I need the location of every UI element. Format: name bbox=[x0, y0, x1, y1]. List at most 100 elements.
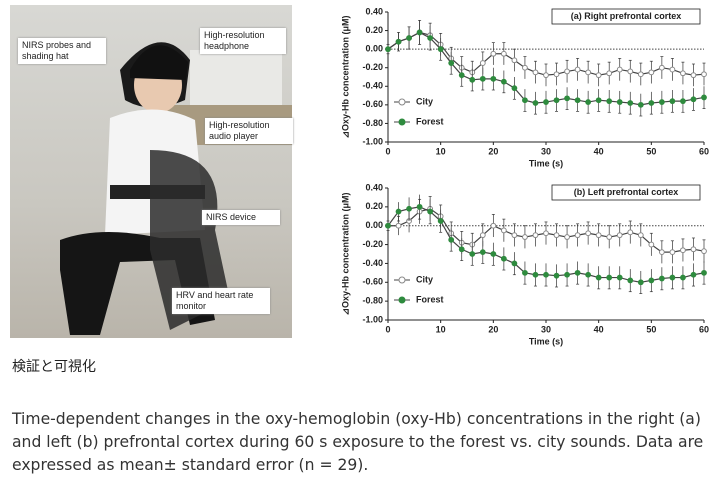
x-tick-label: 40 bbox=[594, 146, 604, 156]
marker bbox=[416, 29, 423, 36]
marker bbox=[627, 100, 634, 106]
x-tick-label: 60 bbox=[699, 146, 709, 156]
marker bbox=[522, 269, 528, 276]
x-axis-label: Time (s) bbox=[529, 158, 563, 168]
marker bbox=[500, 255, 507, 262]
marker bbox=[406, 205, 412, 212]
marker bbox=[522, 234, 528, 240]
y-tick-label: -1.00 bbox=[362, 314, 383, 324]
y-tick-label: -1.00 bbox=[362, 136, 383, 146]
marker bbox=[543, 72, 549, 79]
marker bbox=[564, 68, 570, 75]
x-tick-label: 20 bbox=[488, 146, 498, 156]
y-tick-label: -0.60 bbox=[362, 277, 383, 287]
marker bbox=[532, 232, 539, 239]
y-axis-label: ⊿Oxy-Hb concentration (μM) bbox=[340, 15, 350, 138]
marker bbox=[585, 69, 592, 76]
photo-label: High-resolution audio player bbox=[205, 118, 293, 144]
marker bbox=[395, 38, 402, 45]
marker bbox=[469, 76, 476, 83]
marker bbox=[532, 69, 539, 76]
marker bbox=[595, 232, 602, 239]
marker bbox=[680, 247, 686, 254]
x-tick-label: 60 bbox=[699, 324, 709, 334]
marker bbox=[511, 260, 518, 267]
caption: Time-dependent changes in the oxy-hemogl… bbox=[12, 410, 704, 474]
marker bbox=[701, 269, 707, 276]
marker bbox=[385, 46, 391, 53]
marker bbox=[701, 71, 707, 78]
y-tick-label: 0.20 bbox=[365, 201, 383, 211]
x-tick-label: 50 bbox=[646, 324, 656, 334]
title-box bbox=[551, 8, 701, 25]
marker bbox=[658, 64, 665, 71]
marker bbox=[648, 100, 655, 106]
marker bbox=[553, 97, 560, 104]
marker bbox=[479, 232, 486, 239]
marker bbox=[574, 97, 581, 104]
x-tick-label: 30 bbox=[541, 146, 551, 156]
marker bbox=[385, 222, 391, 229]
x-tick-label: 0 bbox=[385, 146, 390, 156]
x-tick-label: 40 bbox=[594, 324, 604, 334]
marker bbox=[532, 271, 539, 278]
marker bbox=[606, 234, 613, 240]
x-tick-label: 10 bbox=[436, 146, 446, 156]
marker bbox=[564, 95, 570, 102]
marker bbox=[448, 236, 455, 243]
marker bbox=[616, 66, 623, 73]
marker bbox=[479, 60, 486, 66]
chart-title: (a) Right prefrontal cortex bbox=[571, 11, 682, 21]
marker bbox=[648, 277, 655, 284]
marker bbox=[658, 249, 665, 256]
marker bbox=[458, 72, 465, 79]
marker bbox=[490, 50, 497, 57]
marker bbox=[564, 234, 570, 240]
marker bbox=[616, 99, 623, 105]
marker bbox=[701, 248, 707, 255]
marker bbox=[585, 230, 592, 237]
marker bbox=[490, 75, 497, 82]
marker bbox=[437, 46, 444, 53]
legend-marker bbox=[398, 276, 406, 284]
marker bbox=[500, 78, 507, 85]
marker bbox=[595, 274, 602, 281]
marker bbox=[553, 71, 560, 78]
y-tick-label: -0.40 bbox=[362, 258, 383, 268]
photo-label: High-resolution headphone bbox=[200, 28, 286, 54]
marker bbox=[574, 269, 581, 276]
marker bbox=[543, 271, 549, 278]
marker bbox=[595, 97, 602, 104]
marker bbox=[648, 241, 655, 248]
marker bbox=[585, 271, 592, 278]
marker bbox=[627, 277, 634, 284]
y-tick-label: 0.20 bbox=[365, 25, 383, 35]
marker bbox=[669, 66, 676, 73]
marker bbox=[680, 274, 686, 281]
legend-label: Forest bbox=[416, 294, 444, 304]
y-tick-label: 0.00 bbox=[365, 220, 383, 230]
y-tick-label: -0.60 bbox=[362, 99, 383, 109]
legend-label: Forest bbox=[416, 116, 444, 126]
legend-marker bbox=[398, 296, 406, 304]
marker bbox=[585, 99, 592, 105]
x-tick-label: 30 bbox=[541, 324, 551, 334]
marker bbox=[627, 68, 634, 75]
marker bbox=[669, 249, 676, 256]
x-tick-label: 0 bbox=[385, 324, 390, 334]
marker bbox=[690, 271, 697, 278]
marker bbox=[500, 50, 507, 57]
marker bbox=[553, 232, 560, 239]
y-tick-label: -0.40 bbox=[362, 81, 383, 91]
marker bbox=[637, 279, 644, 286]
marker bbox=[458, 246, 465, 253]
marker bbox=[658, 99, 665, 105]
marker bbox=[469, 251, 476, 257]
marker bbox=[616, 274, 623, 281]
marker bbox=[479, 249, 486, 256]
photo-label: NIRS probes and shading hat bbox=[18, 38, 106, 64]
y-tick-label: -0.80 bbox=[362, 118, 383, 128]
marker bbox=[690, 72, 697, 79]
marker bbox=[616, 232, 623, 239]
